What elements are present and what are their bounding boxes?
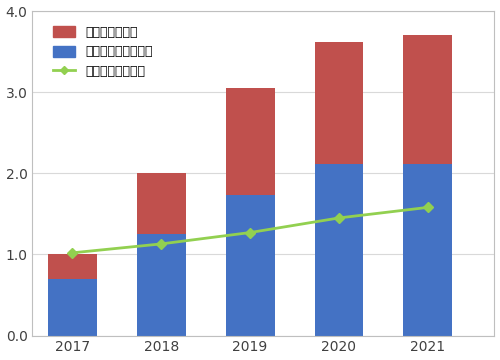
Bar	[226, 195, 274, 336]
Bar	[137, 234, 186, 336]
Bar	[404, 163, 452, 336]
Bar	[226, 88, 274, 195]
Bar	[48, 255, 97, 279]
Bar	[314, 42, 364, 163]
Bar	[404, 35, 452, 163]
Bar	[314, 163, 364, 336]
Bar	[137, 173, 186, 234]
Legend: 保険金（大口）, 保険金（大口以外）, 発電量（太陽光）: 保険金（大口）, 保険金（大口以外）, 発電量（太陽光）	[48, 21, 158, 83]
Bar	[48, 279, 97, 336]
